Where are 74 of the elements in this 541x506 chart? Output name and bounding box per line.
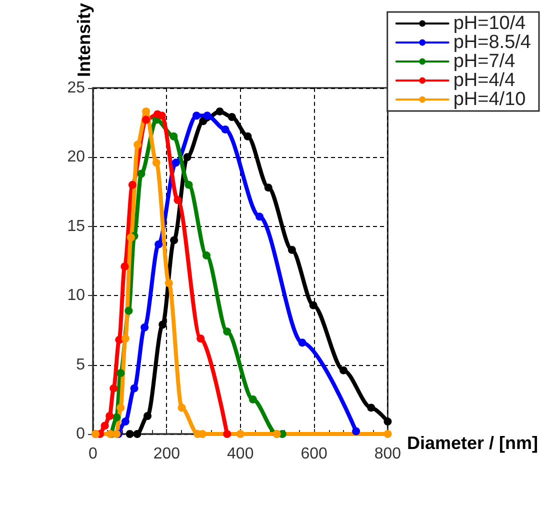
point xyxy=(100,422,109,430)
legend-label: pH=8.5/4 xyxy=(453,32,532,53)
point xyxy=(178,404,186,412)
point xyxy=(110,384,118,392)
point xyxy=(133,430,142,438)
point xyxy=(264,184,272,192)
y-tick-label: 10 xyxy=(67,287,86,304)
point xyxy=(384,430,392,438)
point xyxy=(256,212,264,221)
point xyxy=(223,328,232,336)
point xyxy=(158,320,167,329)
point xyxy=(121,334,130,342)
point xyxy=(196,334,205,342)
legend-label: pH=4/10 xyxy=(453,89,526,110)
point xyxy=(121,418,130,426)
point xyxy=(106,412,114,420)
point xyxy=(115,336,124,344)
point xyxy=(126,430,134,438)
point xyxy=(202,251,210,260)
x-tick-label: 200 xyxy=(153,446,180,462)
point xyxy=(244,132,252,140)
y-tick-label: 20 xyxy=(67,148,86,166)
point xyxy=(199,117,208,126)
point xyxy=(152,158,160,167)
point xyxy=(130,384,138,392)
point xyxy=(164,279,173,288)
legend-label: pH=7/4 xyxy=(453,51,516,72)
x-tick-label: 600 xyxy=(300,446,328,462)
point xyxy=(116,369,125,378)
point xyxy=(340,366,348,374)
point xyxy=(137,170,146,178)
point xyxy=(184,180,193,189)
x-tick-label: 400 xyxy=(227,446,254,462)
point xyxy=(142,116,150,124)
point xyxy=(116,404,125,412)
legend-label: pH=4/4 xyxy=(453,70,516,91)
y-tick-label: 0 xyxy=(76,426,86,442)
y-tick-label: 5 xyxy=(76,356,86,374)
x-tick-label: 800 xyxy=(374,446,402,462)
point xyxy=(112,413,121,422)
point xyxy=(128,180,136,189)
point xyxy=(144,412,152,420)
point xyxy=(158,112,166,120)
x-tick-label: 0 xyxy=(88,446,98,462)
point xyxy=(170,236,178,244)
point xyxy=(192,112,201,120)
y-tick-label: 15 xyxy=(67,218,86,235)
point xyxy=(221,125,230,134)
point xyxy=(172,158,180,167)
point xyxy=(170,132,178,140)
point xyxy=(298,338,306,347)
point xyxy=(248,395,257,404)
point xyxy=(124,306,133,315)
point xyxy=(236,430,244,438)
point xyxy=(154,240,163,248)
point xyxy=(183,153,192,162)
point xyxy=(174,196,182,204)
y-tick-label: 25 xyxy=(67,79,86,96)
point xyxy=(384,418,392,426)
point xyxy=(216,107,224,116)
point xyxy=(203,112,212,120)
point xyxy=(126,233,135,242)
point xyxy=(140,323,149,332)
point xyxy=(288,246,296,254)
point xyxy=(134,140,142,149)
y-axis-title: Intensity xyxy=(74,3,94,78)
point xyxy=(223,430,232,438)
x-axis-title: Diameter / [nm] xyxy=(406,433,538,453)
point xyxy=(367,404,376,412)
legend-label: pH=10/4 xyxy=(453,13,526,34)
point xyxy=(352,427,360,436)
point xyxy=(309,301,318,310)
point xyxy=(120,262,129,270)
point xyxy=(228,112,236,121)
